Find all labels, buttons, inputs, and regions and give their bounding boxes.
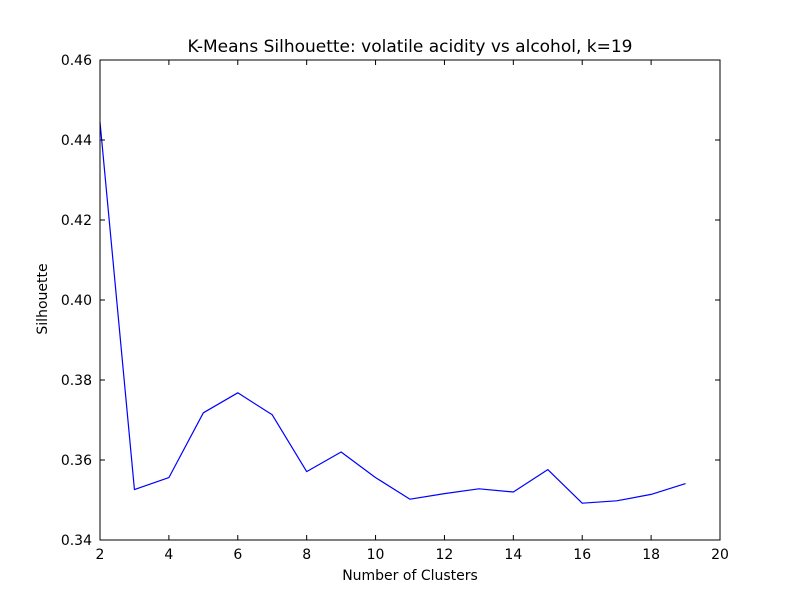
y-tick-label: 0.46: [61, 53, 92, 69]
x-tick-label: 14: [504, 547, 522, 563]
x-axis-label: Number of Clusters: [342, 568, 478, 584]
series-line-0: [99, 121, 686, 504]
y-tick-label: 0.34: [61, 533, 92, 549]
x-tick-label: 2: [96, 547, 105, 563]
y-tick-label: 0.40: [61, 293, 92, 309]
x-tick-label: 4: [164, 547, 173, 563]
y-tick-label: 0.38: [61, 373, 92, 389]
x-tick-label: 6: [233, 547, 242, 563]
x-tick-label: 20: [711, 547, 729, 563]
x-tick-label: 12: [436, 547, 454, 563]
chart-title: K-Means Silhouette: volatile acidity vs …: [188, 37, 633, 57]
y-tick-label: 0.42: [61, 213, 92, 229]
axes-frame: [99, 59, 721, 541]
x-tick-label: 10: [367, 547, 385, 563]
y-axis-label: Silhouette: [35, 263, 51, 334]
x-tick-label: 8: [302, 547, 311, 563]
y-tick-label: 0.44: [61, 133, 92, 149]
plot-area: 2 4 6 8 10 12 14 16 18 20 0.34 0.36 0.38 0.40 0.42 0.44…: [61, 53, 729, 563]
x-tick-label: 18: [642, 547, 660, 563]
x-tick-label: 16: [573, 547, 591, 563]
y-tick-label: 0.36: [61, 453, 92, 469]
